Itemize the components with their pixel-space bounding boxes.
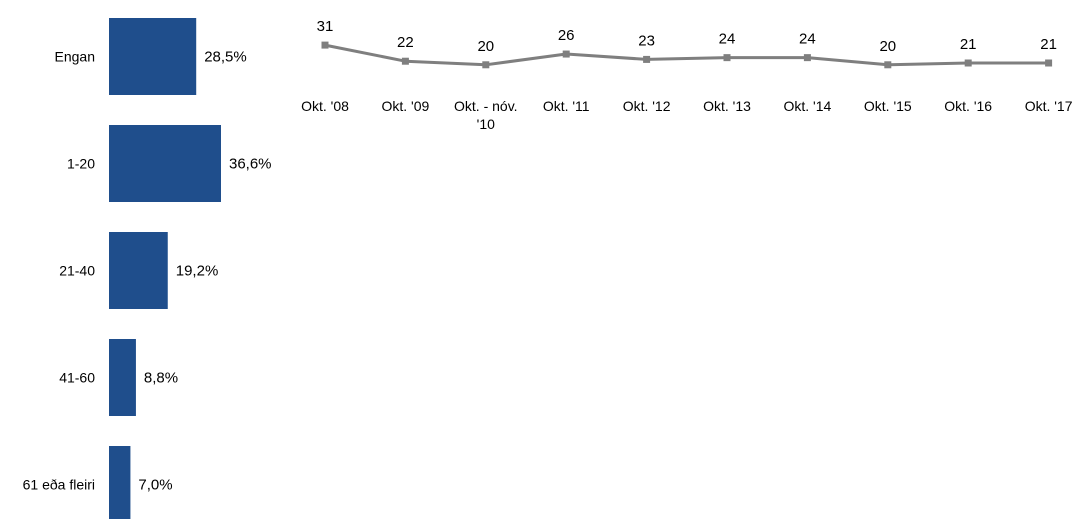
- x-tick-label: Okt. '14: [783, 98, 831, 114]
- bar-category-label: Engan: [55, 49, 95, 65]
- x-tick-label: Okt. '11: [543, 98, 590, 114]
- bar-value-label: 19,2%: [176, 263, 219, 280]
- bar: [109, 446, 131, 519]
- x-tick-label: Okt. '15: [864, 98, 912, 114]
- x-tick-label: Okt. '13: [703, 98, 751, 114]
- line-point: [401, 57, 409, 65]
- bar-category-label: 21-40: [59, 263, 95, 279]
- line-value-label: 23: [638, 32, 655, 49]
- line-point: [1045, 59, 1053, 67]
- line-value-label: 20: [477, 38, 494, 55]
- bar: [109, 232, 168, 309]
- line-point: [321, 41, 329, 49]
- line-point: [964, 59, 972, 67]
- x-tick-label: Okt. '17: [1025, 98, 1073, 114]
- line-point: [803, 54, 811, 62]
- line-value-label: 26: [558, 27, 575, 44]
- line-value-label: 31: [317, 18, 334, 35]
- bar-category-label: 61 eða fleiri: [23, 477, 95, 493]
- line-value-label: 22: [397, 34, 414, 51]
- x-tick-label: Okt. '16: [944, 98, 992, 114]
- bar-value-label: 7,0%: [138, 477, 172, 494]
- bar-category-label: 1-20: [67, 156, 95, 172]
- x-tick-label: Okt. '09: [381, 98, 429, 114]
- line-chart: 31 Okt. '08 22 Okt. '09 20 Okt. - nóv. '10 26 Ok…: [301, 18, 1073, 132]
- line-value-label: 21: [1040, 36, 1057, 53]
- line-value-label: 24: [799, 31, 816, 48]
- line-point: [884, 61, 892, 69]
- line-value-label: 24: [719, 31, 736, 48]
- line-value-label: 20: [879, 38, 896, 55]
- bar: [109, 18, 197, 95]
- x-tick-label: Okt. '12: [623, 98, 671, 114]
- line-point: [562, 50, 570, 58]
- bar-chart: Engan 28,5% 1-20 36,6% 21-40 19,2% 41-60 8,8% 61…: [23, 18, 272, 519]
- bar-value-label: 8,8%: [144, 370, 178, 387]
- bar-category-label: 41-60: [59, 370, 95, 386]
- bar: [109, 339, 136, 416]
- series-line: [324, 43, 1049, 67]
- line-point: [643, 55, 651, 63]
- bar-value-label: 28,5%: [204, 49, 247, 66]
- bar: [109, 125, 221, 202]
- x-tick-label: Okt. '08: [301, 98, 349, 114]
- line-point: [723, 54, 731, 62]
- x-tick-label: Okt. - nóv. '10: [454, 98, 518, 132]
- bar-value-label: 36,6%: [229, 156, 272, 173]
- line-point: [482, 61, 490, 69]
- line-value-label: 21: [960, 36, 977, 53]
